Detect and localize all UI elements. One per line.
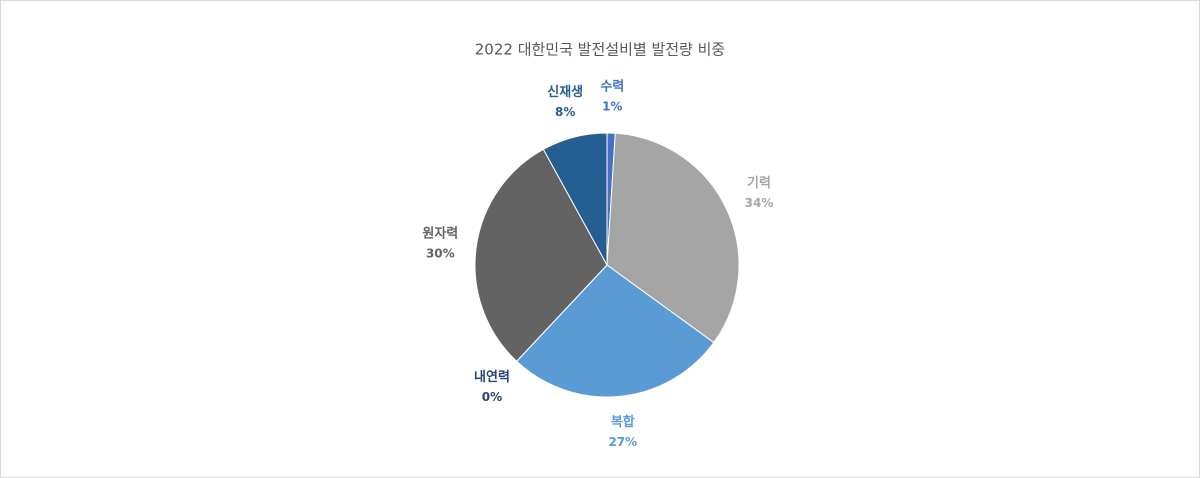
slice-label: 원자력 [422,226,458,241]
slice-label: 신재생 [547,85,583,100]
slice-value-label: 8% [555,105,575,119]
slice-label: 복합 [611,414,635,430]
slice-label: 수력 [600,80,624,95]
slice-label: 기력 [747,176,771,191]
slice-value-label: 27% [608,435,637,449]
pie-slice [606,132,740,344]
pie-slice [474,148,608,362]
slice-value-label: 1% [602,100,622,114]
pie-slice [515,264,715,398]
slice-value-label: 0% [482,390,502,404]
chart-title: 2022 대한민국 발전설비별 발전량 비중 [475,41,725,59]
slice-value-label: 34% [745,196,774,210]
slice-value-label: 30% [426,246,455,260]
pie-slice [542,132,608,266]
slice-label: 내연력 [474,369,510,385]
